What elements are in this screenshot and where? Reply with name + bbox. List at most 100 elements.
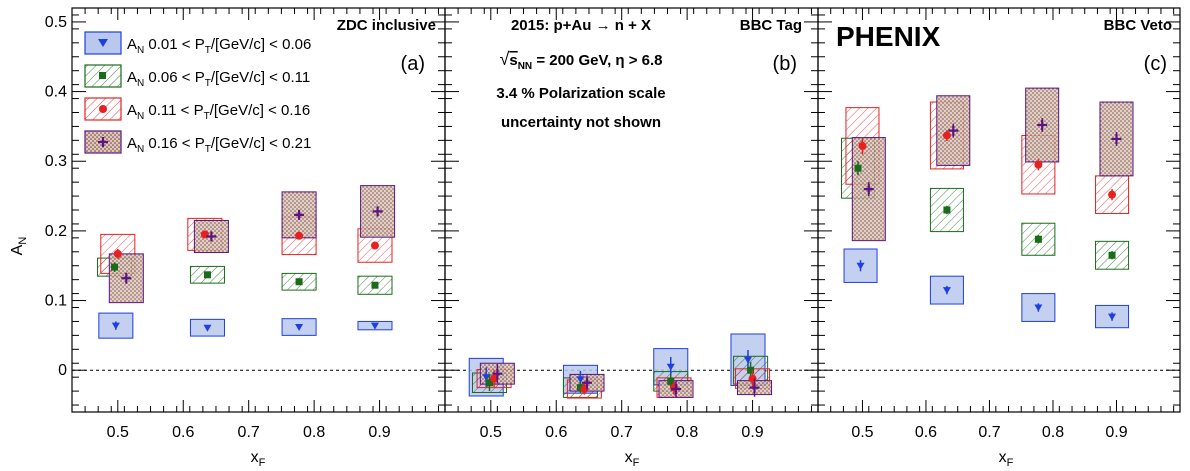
x-tick-label: 0.8 [303, 424, 325, 441]
marker-s3-p1 [490, 374, 499, 383]
legend-entry-3: AN 0.11 < PT/[GeV/c] < 0.16 [84, 97, 310, 122]
legend-entry-2: AN 0.06 < PT/[GeV/c] < 0.11 [84, 64, 310, 89]
marker-s1-p2 [942, 287, 951, 295]
legend-marker-2 [99, 72, 106, 79]
panel-1: 0.5 0.6 0.7 0.8 0.9 0 0.1 0.2 0.3 0.4 0.5 [45, 7, 446, 441]
x-tick-label: 0.7 [611, 424, 633, 441]
marker-s2-p2 [943, 206, 951, 214]
x-axis-title-b-sub: F [633, 457, 640, 469]
marker-s1-p4 [370, 322, 379, 330]
marker-s2-p1 [485, 379, 493, 387]
legend-entry-4: AN 0.16 < PT/[GeV/c] < 0.21 [84, 130, 311, 155]
marker-s2-p3 [1034, 235, 1042, 243]
x-axis-title-c: xF [999, 449, 1014, 469]
sys-box-s2-p2 [929, 187, 964, 233]
x-tick-label: 0.7 [978, 424, 1000, 441]
marker-s3-p4 [1108, 190, 1117, 199]
marker-s1-p1 [856, 262, 865, 270]
experiment-label: PHENIX [836, 21, 941, 52]
marker-s2-p4 [1108, 251, 1116, 259]
annotation-line1: 2015: p+Au → n + X [511, 17, 651, 34]
x-tick-label: 0.9 [368, 424, 390, 441]
x-axis-title-a: xF [251, 449, 266, 469]
marker-s4-p3 [1037, 120, 1048, 131]
y-axis-title-sub: N [17, 237, 29, 245]
y-tick-label: 0.2 [45, 223, 67, 240]
panel-a-title: ZDC inclusive [337, 17, 436, 34]
marker-s2-p1 [854, 164, 862, 172]
panel-3: 0.5 0.6 0.7 0.8 0.9 [817, 7, 1181, 441]
marker-s1-p4 [743, 356, 752, 364]
marker-s4-p1 [492, 368, 503, 379]
marker-s2-p3 [295, 278, 303, 286]
y-axis-title-main: A [9, 244, 26, 255]
marker-s4-p3 [294, 209, 305, 220]
marker-s1-p1 [482, 374, 491, 382]
x-tick-label: 0.8 [676, 424, 698, 441]
x-tick-label: 0.6 [915, 424, 937, 441]
marker-s3-p1 [858, 141, 867, 150]
legend-marker-3 [99, 105, 107, 113]
y-tick-label: 0.3 [45, 153, 67, 170]
y-axis-title: AN [9, 237, 29, 256]
panel-c-title: BBC Veto [1104, 17, 1172, 34]
marker-s4-p4 [1111, 133, 1122, 144]
panel-c-label: (c) [1144, 53, 1167, 75]
x-tick-label: 0.7 [238, 424, 260, 441]
annotation-line3: 3.4 % Polarization scale [496, 85, 665, 102]
panels-layer: 0.5 0.6 0.7 0.8 0.9 0 0.1 0.2 0.3 0.4 0.5 0.5 0.6 0.7… [45, 7, 1181, 441]
panel-2: 0.5 0.6 0.7 0.8 0.9 [444, 7, 819, 441]
legend-label-1: AN 0.01 < PT/[GeV/c] < 0.06 [127, 36, 311, 56]
panel-b-title: BBC Tag [740, 17, 802, 34]
legend: AN 0.01 < PT/[GeV/c] < 0.06 AN 0.06 < PT… [84, 31, 311, 155]
x-axis-title-c-sub: F [1007, 457, 1014, 469]
marker-s2-p4 [747, 366, 755, 374]
marker-s1-p2 [576, 376, 585, 384]
marker-s4-p4 [372, 206, 383, 217]
x-tick-label: 0.6 [545, 424, 567, 441]
x-tick-label: 0.5 [480, 424, 502, 441]
y-tick-label: 0 [58, 362, 67, 379]
marker-s3-p3 [1034, 160, 1043, 169]
legend-entry-1: AN 0.01 < PT/[GeV/c] < 0.06 [84, 31, 311, 56]
x-tick-label: 0.5 [851, 424, 873, 441]
marker-s3-p2 [942, 131, 951, 140]
annotation-s: s [509, 52, 517, 69]
marker-s4-p1 [863, 184, 874, 195]
marker-s4-p2 [582, 377, 593, 388]
x-tick-label: 0.8 [1042, 424, 1064, 441]
x-axis-title-c-main: x [999, 449, 1007, 466]
marker-s4-p2 [206, 231, 217, 242]
marker-s4-p4 [749, 382, 760, 393]
panel-a-label: (a) [401, 53, 425, 75]
x-axis-title-b-main: x [625, 449, 633, 466]
annotation-sqrt: √ [499, 49, 509, 69]
legend-label-4: AN 0.16 < PT/[GeV/c] < 0.21 [127, 135, 311, 155]
y-tick-label: 0.5 [45, 14, 67, 31]
legend-marker-4 [98, 137, 108, 147]
marker-s1-p4 [1108, 313, 1117, 321]
marker-s2-p2 [576, 384, 584, 392]
legend-label-3: AN 0.11 < PT/[GeV/c] < 0.16 [127, 102, 310, 122]
marker-s1-p3 [295, 324, 304, 332]
marker-s3-p3 [295, 231, 304, 240]
marker-s2-p4 [371, 281, 379, 289]
marker-s2-p2 [203, 271, 211, 279]
panel-b-label: (b) [773, 53, 797, 75]
x-tick-label: 0.9 [741, 424, 763, 441]
marker-s1-p3 [666, 363, 675, 371]
marker-s1-p2 [203, 324, 212, 332]
y-tick-label: 0.1 [45, 293, 67, 310]
annotation-line2: √sNN = 200 GeV, η > 6.8 [499, 49, 662, 72]
marker-s2-p1 [111, 263, 119, 271]
y-tick-label: 0.4 [45, 84, 67, 101]
x-tick-label: 0.6 [172, 424, 194, 441]
marker-s4-p2 [948, 125, 959, 136]
legend-marker-1 [98, 39, 108, 47]
marker-s2-p3 [667, 377, 675, 385]
annotation-line4: uncertainty not shown [501, 114, 661, 131]
x-tick-label: 0.5 [107, 424, 129, 441]
marker-s3-p4 [748, 374, 757, 383]
annotation-nn: NN [518, 61, 532, 72]
